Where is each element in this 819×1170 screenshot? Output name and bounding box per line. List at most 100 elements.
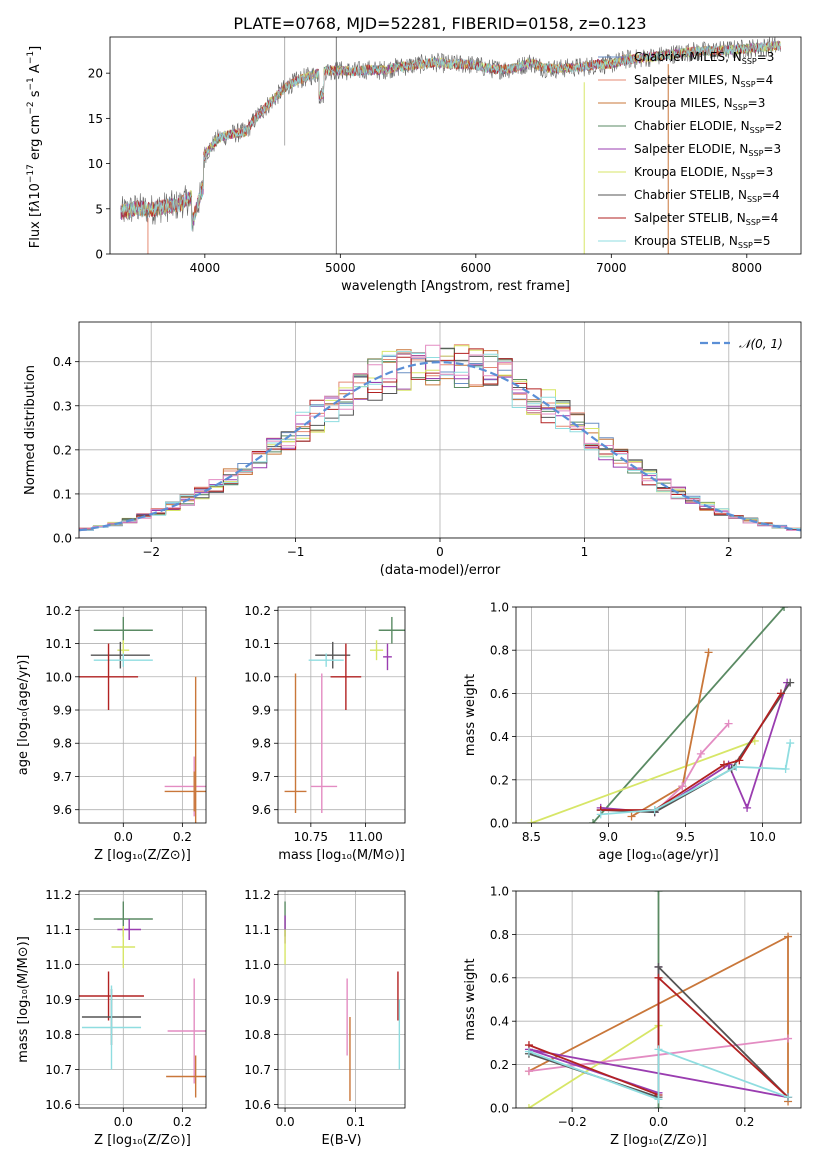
residual_hist-frame (78, 321, 802, 539)
age_vs_Z-xtick-label-1: 0.2 (173, 830, 192, 844)
weight_vs_Z-ytick-label-2: 0.4 (490, 1015, 509, 1029)
weight_vs_age-series-2-marker-2 (704, 648, 713, 657)
mass_vs_Z-ylabel: mass [log₁₀(M/M⊙)] (16, 936, 31, 1063)
weight_vs_age-series-1-marker-0 (527, 819, 536, 823)
mass_vs_EBV-ytick-label-6: 11.2 (244, 888, 271, 902)
mass_vs_EBV-ytick-label-5: 11.1 (244, 923, 271, 937)
residual_hist-ylabel: Normed distribution (23, 365, 38, 495)
weight_vs_age-ytick-label-5: 1.0 (490, 601, 509, 615)
weight_vs_age-frame (515, 606, 802, 824)
weight_vs_Z-series-7-marker-3 (784, 1093, 793, 1102)
spectrum-xtick-label-0: 4000 (190, 261, 221, 275)
residual_hist-xtick-label-1: −1 (287, 545, 305, 559)
age_vs_mass-frame (277, 606, 406, 824)
mass_vs_Z-ytick-label-4: 11.0 (45, 958, 72, 972)
weight_vs_age-xtick-label-1: 9.0 (599, 830, 618, 844)
weight_vs_age-xtick-label-3: 10.0 (749, 830, 776, 844)
age_vs_mass-ytick-label-0: 9.6 (252, 803, 271, 817)
weight_vs_age-series-7 (600, 742, 792, 816)
age_vs_mass-ytick-label-5: 10.1 (244, 637, 271, 651)
spectrum-xtick-label-3: 7000 (596, 261, 627, 275)
weight_vs_Z-series-1 (528, 1024, 659, 1108)
mass_vs_EBV-xlabel: E(B-V) (321, 1133, 361, 1148)
weight_vs_Z-ytick-label-5: 1.0 (490, 885, 509, 899)
weight_vs_age-series-7-marker-1 (650, 806, 659, 815)
spectrum-ytick-label-0: 0 (95, 248, 103, 262)
weight_vs_age-series-6-marker-4 (776, 689, 785, 698)
spectrum-xtick-label-4: 8000 (732, 261, 763, 275)
age_vs_mass-panel: 10.75 11.00 9.6 9.7 9.8 9.9 10.0 10.1 10.2 mass [… (244, 604, 406, 863)
mass_vs_Z-plot-area (79, 891, 206, 1108)
weight_vs_Z-series-0-marker-1 (654, 891, 663, 895)
weight_vs_age-series-4-marker-3 (743, 803, 752, 812)
weight_vs_age-xlabel: age [log₁₀(age/yr)] (598, 848, 719, 863)
mass_vs_EBV-frame (277, 890, 406, 1109)
weight_vs_age-series-0 (592, 607, 785, 823)
weight_vs_age-series-3-marker-3 (724, 719, 733, 728)
mass_vs_EBV-ytick-label-2: 10.8 (244, 1028, 271, 1042)
spectrum-plot-area (120, 37, 781, 254)
figure-title: PLATE=0768, MJD=52281, FIBERID=0158, z=0… (233, 14, 646, 33)
weight_vs_age-xtick-label-0: 8.5 (522, 830, 541, 844)
age_vs_mass-ytick-label-6: 10.2 (244, 604, 271, 618)
weight_vs_Z-xtick-label-1: 0.0 (649, 1115, 668, 1129)
weight_vs_age-series-2 (631, 652, 710, 818)
weight_vs_age-series-3-marker-1 (678, 782, 687, 791)
weight_vs_age-series-6-marker-3 (735, 756, 744, 765)
weight_vs_Z-series-0-marker-0 (654, 1104, 663, 1108)
weight_vs_age-series-0-marker-0 (589, 819, 598, 823)
age_vs_mass-ytick-label-1: 9.7 (252, 770, 271, 784)
spectrum-ylabel: Flux [fλ10−17 erg cm−2 s−1 A−1] (26, 46, 43, 248)
mass_vs_EBV-panel: 0.0 0.1 10.6 10.7 10.8 10.9 11.0 11.1 11.2 E(B-V) (244, 888, 406, 1148)
spectrum-ytick-label-3: 15 (88, 112, 103, 126)
residual_hist-xlabel: (data-model)/error (380, 563, 501, 578)
age_vs_Z-ytick-label-4: 10.0 (45, 670, 72, 684)
age_vs_Z-ytick-label-6: 10.2 (45, 604, 72, 618)
spectrum-xtick-label-2: 6000 (461, 261, 492, 275)
age_vs_Z-ytick-label-5: 10.1 (45, 637, 72, 651)
spectrum-legend-label-3: Chabrier ELODIE, NSSP=2 (634, 119, 782, 135)
spectrum-legend-label-7: Salpeter STELIB, NSSP=4 (634, 211, 778, 227)
age_vs_Z-ytick-label-1: 9.7 (53, 770, 72, 784)
weight_vs_Z-series-7-marker-1 (654, 1095, 663, 1104)
weight_vs_Z-plot-area (516, 891, 801, 1108)
weight_vs_Z-series-7 (528, 1048, 789, 1101)
weight_vs_age-series-5 (600, 682, 791, 814)
age_vs_Z-panel: 0.0 0.2 9.6 9.7 9.8 9.9 10.0 10.1 10.2 Z [log₁₀(Z… (16, 604, 207, 863)
age_vs_mass-xlabel: mass [log₁₀(M/M⊙)] (278, 848, 405, 863)
weight_vs_Z-series-6 (528, 975, 789, 1098)
age_vs_Z-ylabel: age [log₁₀(age/yr)] (16, 655, 31, 776)
mass_vs_Z-ytick-label-2: 10.8 (45, 1028, 72, 1042)
weight_vs_Z-ytick-label-1: 0.2 (490, 1058, 509, 1072)
residual_hist-xtick-label-4: 2 (725, 545, 733, 559)
weight_vs_age-series-7-marker-0 (596, 810, 605, 819)
spectrum-ytick-label-4: 20 (88, 67, 103, 81)
age_vs_Z-frame (78, 606, 207, 824)
weight_vs_age-plot-area (516, 607, 801, 823)
age_vs_mass-ytick-label-3: 9.9 (252, 704, 271, 718)
weight_vs_age-ytick-label-1: 0.2 (490, 773, 509, 787)
residual_hist-plot-area (79, 322, 801, 538)
mass_vs_EBV-ytick-label-4: 11.0 (244, 958, 271, 972)
age_vs_Z-xlabel: Z [log₁₀(Z/Z⊙)] (94, 848, 191, 863)
spectrum-ytick-label-2: 10 (88, 157, 103, 171)
spectrum-line-8 (120, 40, 781, 231)
weight_vs_age-xtick-label-2: 9.5 (676, 830, 695, 844)
weight_vs_age-ytick-label-4: 0.8 (490, 644, 509, 658)
mass_vs_Z-xtick-label-1: 0.2 (173, 1115, 192, 1129)
weight_vs_Z-series-7-marker-0 (524, 1047, 533, 1056)
weight_vs_Z-series-3-marker-1 (784, 1034, 793, 1043)
weight_vs_Z-frame (515, 890, 802, 1109)
weight_vs_Z-xtick-label-2: 0.2 (735, 1115, 754, 1129)
weight_vs_Z-ytick-label-3: 0.6 (490, 971, 509, 985)
weight_vs_Z-xtick-label-0: −0.2 (558, 1115, 587, 1129)
weight_vs_age-series-1 (531, 740, 756, 823)
hist-gaussian-curve (79, 360, 801, 532)
mass_vs_EBV-ytick-label-1: 10.7 (244, 1063, 271, 1077)
weight_vs_Z-series-5-marker-2 (654, 962, 663, 971)
spectrum-xtick-label-1: 5000 (325, 261, 356, 275)
weight_vs_age-series-0-marker-1 (780, 607, 789, 611)
weight_vs_age-series-6-marker-2 (719, 760, 728, 769)
hist-legend-label: 𝒩(0, 1) (739, 337, 783, 351)
spectrum-legend-label-4: Salpeter ELODIE, NSSP=3 (634, 142, 781, 158)
